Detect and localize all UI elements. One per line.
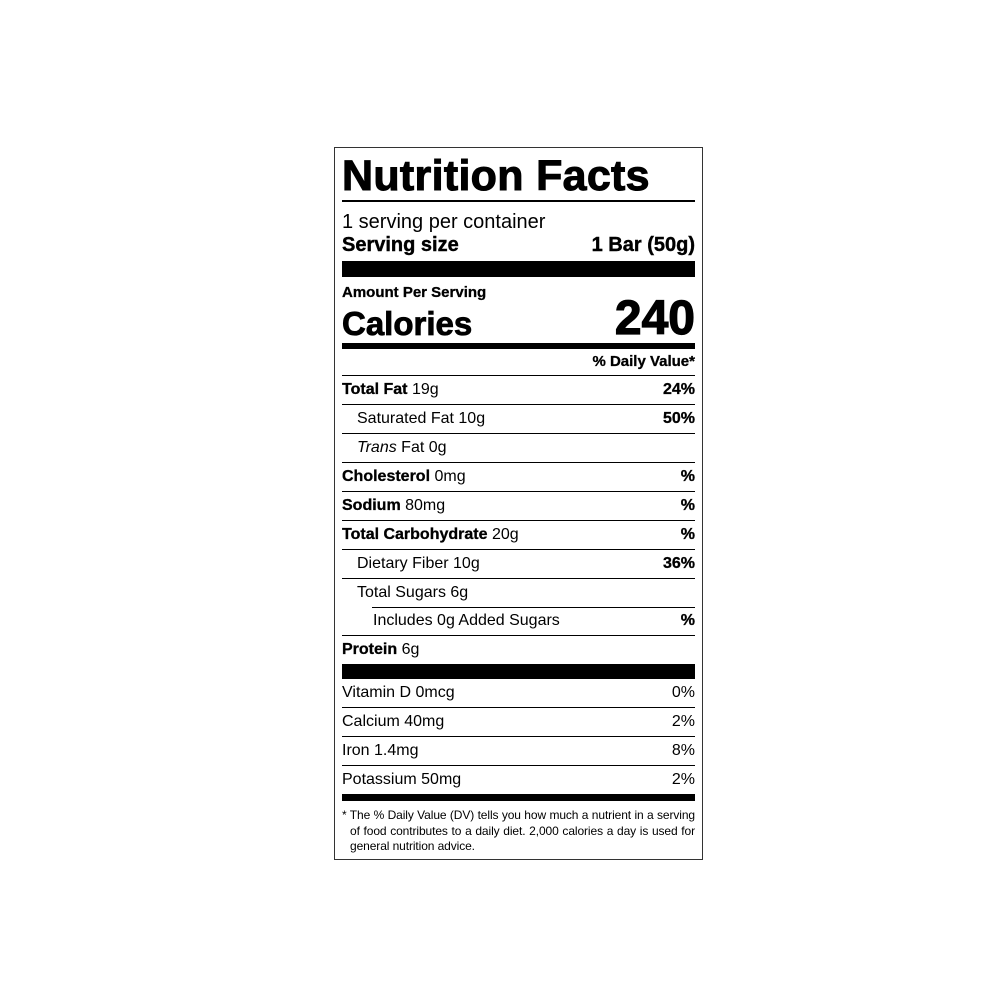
vitamin-dv: 2% — [671, 771, 695, 788]
nutrient-name: Saturated Fat — [357, 410, 454, 427]
nutrient-amount: 10g — [458, 410, 486, 427]
nutrient-row-total-carbohydrate: Total Carbohydrate 20g % — [342, 521, 695, 550]
nutrient-name: Total Carbohydrate — [342, 526, 488, 543]
nutrient-row-added-sugars: Includes 0g Added Sugars % — [342, 607, 695, 636]
nutrient-row-sodium: Sodium 80mg % — [342, 492, 695, 521]
nutrient-amount: 80mg — [405, 497, 446, 514]
vitamin-name: Vitamin D — [342, 684, 412, 701]
calories-value: 240 — [614, 292, 695, 345]
serving-size-value: 1 Bar (50g) — [591, 234, 695, 256]
medium-divider — [342, 794, 695, 801]
nutrient-amount: 0g — [428, 439, 447, 456]
vitamin-amount: 1.4mg — [374, 742, 419, 759]
vitamin-amount: 50mg — [421, 771, 462, 788]
nutrient-dv: % — [680, 526, 696, 543]
nutrient-row-total-sugars: Total Sugars 6g — [342, 579, 695, 608]
nutrient-row-total-fat: Total Fat 19g 24% — [342, 376, 695, 405]
serving-size-row: Serving size 1 Bar (50g) — [342, 233, 695, 257]
nutrient-amount: 0mg — [434, 468, 466, 485]
vitamin-name: Potassium — [342, 771, 417, 788]
vitamin-row-potassium: Potassium 50mg 2% — [342, 766, 695, 794]
nutrient-amount: 20g — [491, 526, 519, 543]
nutrient-dv: % — [680, 468, 696, 485]
nutrient-name: Protein — [342, 641, 398, 658]
vitamin-amount: 0mcg — [415, 684, 455, 701]
thick-divider — [342, 261, 695, 277]
nutrient-amount: 6g — [401, 641, 420, 658]
nutrient-name: Sodium — [342, 497, 401, 514]
footnote: * The % Daily Value (DV) tells you how m… — [342, 808, 695, 853]
vitamin-dv: 2% — [671, 713, 695, 730]
serving-size-label: Serving size — [342, 234, 459, 256]
calories-section: Amount Per Serving Calories 240 — [342, 277, 696, 345]
nutrient-name: Total Fat — [342, 381, 408, 398]
vitamin-dv: 8% — [671, 742, 695, 759]
nutrient-name: Trans — [357, 439, 397, 456]
nutrient-dv: 36% — [662, 555, 695, 572]
vitamin-name: Calcium — [342, 713, 400, 730]
vitamin-row-vitamin-d: Vitamin D 0mcg 0% — [342, 679, 695, 708]
nutrient-row-trans-fat: Trans Fat 0g — [342, 434, 695, 463]
thick-divider — [342, 664, 695, 679]
calories-label: Calories — [342, 305, 473, 343]
nutrient-name: Total Sugars — [357, 584, 446, 601]
medium-divider — [342, 343, 695, 349]
nutrient-amount: 10g — [453, 555, 480, 572]
vitamin-name: Iron — [342, 742, 370, 759]
indented-divider — [372, 607, 695, 608]
nutrition-facts-label: Nutrition Facts 1 serving per container … — [334, 147, 703, 860]
servings-per-container: 1 serving per container — [342, 211, 546, 233]
serving-info: 1 serving per container Serving size 1 B… — [342, 202, 695, 261]
nutrient-row-dietary-fiber: Dietary Fiber 10g 36% — [342, 550, 695, 579]
nutrient-name: Dietary Fiber — [357, 555, 449, 572]
nutrient-dv: % — [680, 497, 696, 514]
label-title: Nutrition Facts — [342, 148, 695, 202]
nutrient-name: Cholesterol — [342, 468, 431, 485]
nutrient-dv: % — [680, 612, 696, 629]
amount-per-serving: Amount Per Serving — [342, 284, 487, 301]
nutrient-row-protein: Protein 6g — [342, 636, 695, 664]
vitamin-amount: 40mg — [404, 713, 445, 730]
vitamin-row-calcium: Calcium 40mg 2% — [342, 708, 695, 737]
vitamin-dv: 0% — [671, 684, 695, 701]
nutrient-name: Includes 0g Added Sugars — [373, 612, 560, 629]
nutrient-row-saturated-fat: Saturated Fat 10g 50% — [342, 405, 695, 434]
vitamin-row-iron: Iron 1.4mg 8% — [342, 737, 695, 766]
nutrient-dv: 50% — [662, 410, 695, 427]
nutrient-amount: 6g — [450, 584, 469, 601]
nutrient-name-suffix: Fat — [401, 439, 425, 456]
nutrient-amount: 19g — [411, 381, 439, 398]
nutrient-row-cholesterol: Cholesterol 0mg % — [342, 463, 695, 492]
daily-value-header: % Daily Value* — [342, 349, 695, 376]
nutrient-dv: 24% — [662, 381, 695, 398]
